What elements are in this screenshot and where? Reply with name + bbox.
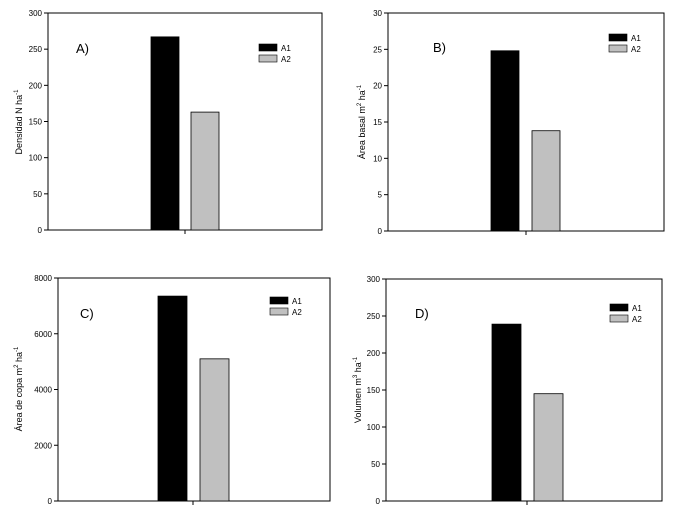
y-axis-label-d-pre: Volumen m <box>353 378 363 423</box>
bars-c <box>157 295 230 502</box>
y-tick-label: 15 <box>373 118 382 127</box>
y-tick-label: 0 <box>48 497 53 506</box>
bars-b <box>490 50 561 232</box>
y-tick-label: 20 <box>373 82 382 91</box>
legend-a: A1 A2 <box>258 43 291 64</box>
y-tick-label: 30 <box>373 9 382 18</box>
legend-swatch-d2 <box>609 314 629 323</box>
panel-label-b: B) <box>433 40 446 55</box>
y-tick-label: 250 <box>367 312 381 321</box>
bar-a1 <box>150 36 180 231</box>
y-tick-label: 300 <box>29 9 43 18</box>
y-ticks-c: 0 2000 4000 6000 8000 <box>34 274 58 506</box>
panel-label-a: A) <box>76 41 89 56</box>
y-tick-label: 6000 <box>34 330 52 339</box>
y-tick-label: 100 <box>367 423 381 432</box>
panel-b: B) Área basal m2 ha-1 0 5 10 15 20 25 30 A1 A2 <box>357 9 665 236</box>
bar-a2 <box>531 130 561 232</box>
plot-frame-c <box>57 277 331 502</box>
y-tick-label: 0 <box>376 497 381 506</box>
legend-label-c1: A1 <box>292 297 302 306</box>
y-tick-label: 150 <box>29 118 43 127</box>
y-tick-label: 50 <box>371 460 380 469</box>
y-tick-label: 300 <box>367 275 381 284</box>
legend-label-b1: A1 <box>631 34 641 43</box>
legend-label-a2: A2 <box>281 55 291 64</box>
legend-label-c2: A2 <box>292 308 302 317</box>
y-axis-label-c-sup: -1 <box>14 346 20 352</box>
y-axis-label-c-mid: ha <box>14 352 24 365</box>
legend-swatch-b2 <box>608 44 628 53</box>
y-ticks-d: 0 50 100 150 200 250 300 <box>367 275 386 506</box>
bar-a2 <box>199 358 230 502</box>
bar-a2 <box>533 393 564 502</box>
bar-a2 <box>190 111 220 231</box>
bar-a1 <box>491 323 522 502</box>
y-axis-label-c: Área de copa m2 ha-1 <box>14 346 24 431</box>
legend-label-b2: A2 <box>631 45 641 54</box>
panel-label-c: C) <box>80 306 94 321</box>
bars-a <box>150 36 220 231</box>
legend-swatch-c1 <box>269 296 289 305</box>
legend-swatch-a2 <box>258 54 278 63</box>
panel-label-d: D) <box>415 306 429 321</box>
bar-a1 <box>490 50 520 232</box>
y-axis-label-d-mid: ha <box>353 362 363 375</box>
y-axis-label-b-sup1: 2 <box>357 102 363 106</box>
y-ticks-a: 0 50 100 150 200 250 300 <box>29 9 48 235</box>
legend-c: A1 A2 <box>269 296 302 317</box>
y-tick-label: 50 <box>33 190 42 199</box>
legend-label-d1: A1 <box>632 304 642 313</box>
legend-d: A1 A2 <box>609 303 642 324</box>
legend-swatch-d1 <box>609 303 629 312</box>
y-tick-label: 2000 <box>34 441 52 450</box>
y-axis-label-c-pre: Área de copa m <box>14 368 24 432</box>
y-axis-label-d: Volumen m3 ha-1 <box>353 356 363 423</box>
y-tick-label: 0 <box>38 226 43 235</box>
legend-swatch-a1 <box>258 43 278 52</box>
panel-d: D) Volumen m3 ha-1 0 50 100 150 200 250 300 A1… <box>353 275 663 506</box>
y-tick-label: 25 <box>373 45 382 54</box>
legend-b: A1 A2 <box>608 33 641 54</box>
y-axis-label-a-sup: -1 <box>14 89 20 95</box>
y-tick-label: 200 <box>367 349 381 358</box>
y-axis-label-d-sup1: 3 <box>353 374 359 378</box>
y-tick-label: 250 <box>29 45 43 54</box>
y-tick-label: 150 <box>367 386 381 395</box>
y-ticks-b: 0 5 10 15 20 25 30 <box>373 9 388 236</box>
y-tick-label: 4000 <box>34 386 52 395</box>
y-axis-label-b-sup: -1 <box>357 84 363 90</box>
y-tick-label: 10 <box>373 154 382 163</box>
y-axis-label-b-mid: ha <box>357 90 367 103</box>
y-tick-label: 8000 <box>34 274 52 283</box>
y-tick-label: 5 <box>378 191 383 200</box>
legend-label-d2: A2 <box>632 315 642 324</box>
legend-label-a1: A1 <box>281 44 291 53</box>
bars-d <box>491 323 564 502</box>
y-axis-label-b-pre: Área basal m <box>357 106 367 159</box>
legend-swatch-b1 <box>608 33 628 42</box>
y-axis-label-a: Densidad N ha-1 <box>14 89 24 155</box>
y-axis-label-d-sup: -1 <box>353 356 359 362</box>
bar-a1 <box>157 295 188 502</box>
y-tick-label: 200 <box>29 81 43 90</box>
y-axis-label-b: Área basal m2 ha-1 <box>357 84 367 159</box>
panel-c: C) Área de copa m2 ha-1 0 2000 4000 6000 800… <box>14 274 331 506</box>
panel-a: A) Densidad N ha-1 0 50 100 150 200 250 300 A1… <box>14 9 323 235</box>
y-tick-label: 0 <box>378 227 383 236</box>
legend-swatch-c2 <box>269 307 289 316</box>
y-axis-label-c-sup1: 2 <box>14 364 20 368</box>
y-tick-label: 100 <box>29 154 43 163</box>
y-axis-label-a-main: Densidad N ha <box>14 95 24 155</box>
